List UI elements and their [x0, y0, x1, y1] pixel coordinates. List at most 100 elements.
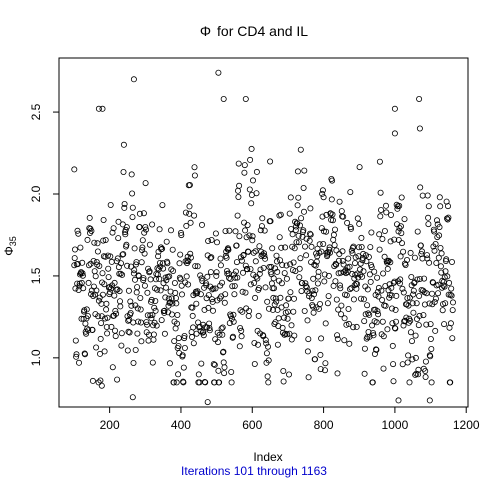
data-point — [398, 240, 405, 247]
data-point — [300, 208, 307, 215]
data-point — [248, 145, 255, 152]
data-point — [312, 262, 319, 269]
data-point — [175, 335, 182, 342]
data-point — [97, 335, 104, 342]
data-point — [331, 242, 338, 249]
data-point — [197, 272, 204, 279]
data-point — [249, 177, 256, 184]
data-point — [157, 287, 164, 294]
data-point — [186, 203, 193, 210]
data-point — [119, 271, 126, 278]
data-point — [247, 156, 254, 163]
data-point — [300, 184, 307, 191]
data-point — [306, 230, 313, 237]
data-point — [416, 275, 423, 282]
data-point — [309, 303, 316, 310]
data-point — [428, 379, 435, 386]
data-point — [445, 214, 452, 221]
data-point — [168, 266, 175, 273]
data-point — [273, 258, 280, 265]
data-point — [206, 320, 213, 327]
data-point — [247, 266, 254, 273]
data-point — [216, 331, 223, 338]
data-point — [409, 356, 416, 363]
data-point — [357, 271, 364, 278]
x-tick-label: 1000 — [382, 418, 409, 432]
data-point — [141, 250, 148, 257]
data-point — [296, 274, 303, 281]
data-point — [127, 263, 134, 270]
data-point — [384, 265, 391, 272]
data-point — [383, 209, 390, 216]
data-point — [443, 215, 450, 222]
data-point — [149, 359, 156, 366]
data-point — [373, 319, 380, 326]
data-point — [347, 189, 354, 196]
data-point — [140, 277, 147, 284]
data-point — [297, 146, 304, 153]
data-point — [328, 196, 335, 203]
data-point — [193, 300, 200, 307]
data-point — [318, 335, 325, 342]
data-point — [440, 282, 447, 289]
data-point — [253, 190, 260, 197]
data-point — [333, 296, 340, 303]
data-point — [304, 348, 311, 355]
data-point — [86, 214, 93, 221]
data-point — [343, 292, 350, 299]
data-point — [232, 228, 239, 235]
data-point — [222, 291, 229, 298]
data-point — [91, 239, 98, 246]
data-point — [121, 204, 128, 211]
data-point — [171, 338, 178, 345]
data-point — [76, 359, 83, 366]
data-point — [198, 360, 205, 367]
data-point — [169, 300, 176, 307]
data-point — [420, 312, 427, 319]
data-point — [234, 274, 241, 281]
data-point — [330, 236, 337, 243]
data-point — [406, 294, 413, 301]
data-point — [265, 379, 272, 386]
data-point — [94, 240, 101, 247]
data-point — [396, 280, 403, 287]
data-point — [361, 318, 368, 325]
data-point — [205, 237, 212, 244]
data-point — [212, 230, 219, 237]
data-point — [210, 285, 217, 292]
data-point — [90, 292, 97, 299]
data-point — [184, 257, 191, 264]
data-point — [302, 280, 309, 287]
data-point — [423, 321, 430, 328]
data-point — [142, 226, 149, 233]
data-point — [168, 311, 175, 318]
data-point — [353, 285, 360, 292]
data-point — [378, 331, 385, 338]
data-point — [401, 216, 408, 223]
data-point — [272, 319, 279, 326]
data-point — [187, 254, 194, 261]
data-point — [82, 351, 89, 358]
data-point — [189, 312, 196, 319]
data-point — [117, 270, 124, 277]
data-point — [431, 247, 438, 254]
data-point — [107, 253, 114, 260]
data-point — [178, 291, 185, 298]
data-point — [223, 254, 230, 261]
data-point — [379, 318, 386, 325]
data-point — [376, 246, 383, 253]
data-point — [346, 263, 353, 270]
data-point — [158, 317, 165, 324]
data-point — [432, 240, 439, 247]
data-point — [120, 168, 127, 175]
data-point — [373, 346, 380, 353]
data-point — [123, 241, 130, 248]
data-point — [271, 301, 278, 308]
data-point — [123, 224, 130, 231]
data-point — [180, 379, 187, 386]
data-point — [104, 252, 111, 259]
data-point — [173, 379, 180, 386]
data-point — [295, 232, 302, 239]
